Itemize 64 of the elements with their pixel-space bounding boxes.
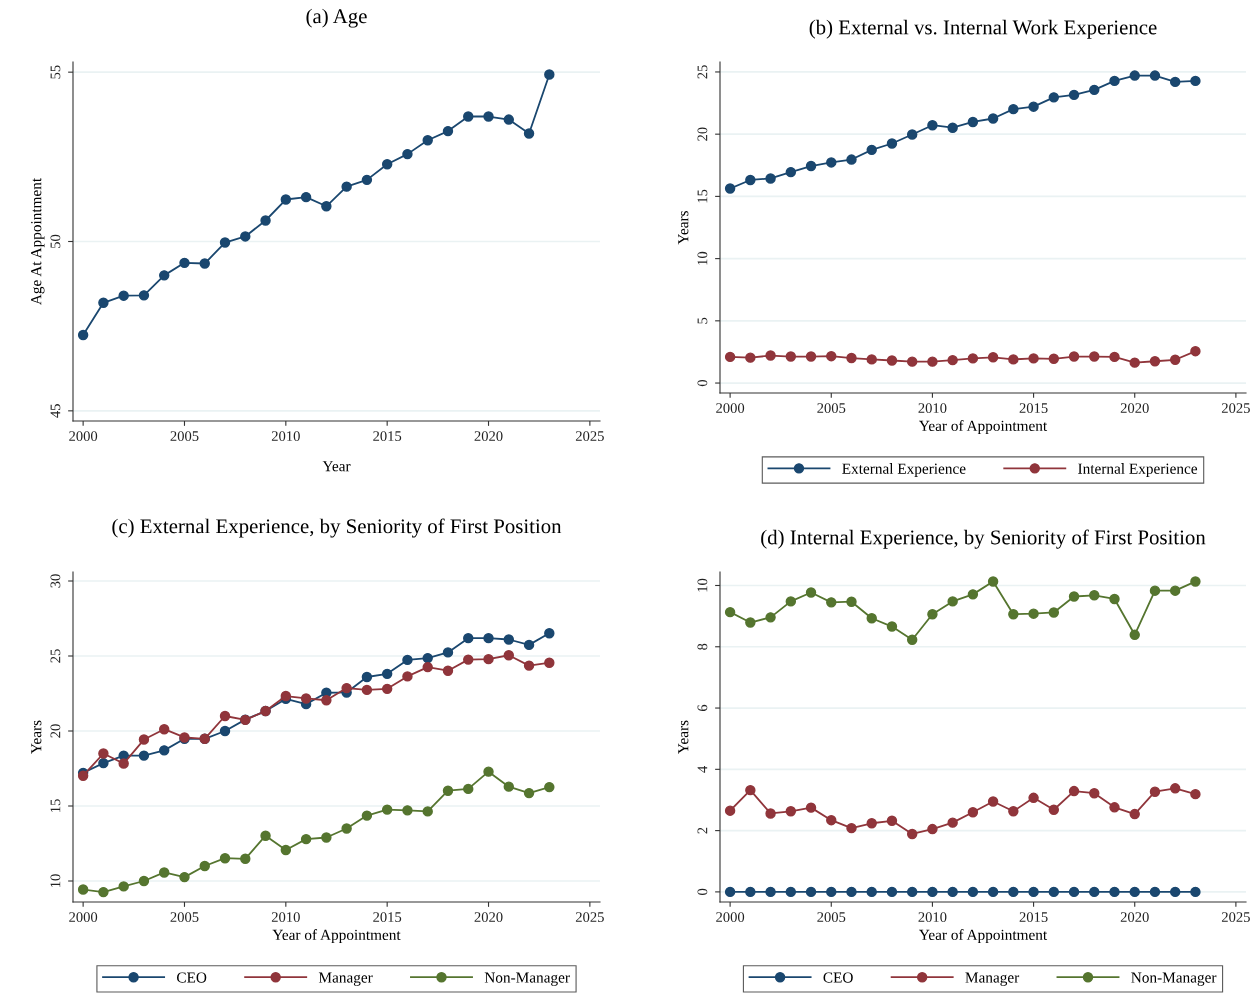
x-tick-label: 2010: [918, 403, 947, 413]
x-axis-title: Year of Appointment: [272, 929, 401, 944]
legend-label: Manager: [318, 972, 373, 986]
x-tick-label: 2020: [1120, 912, 1149, 922]
x-tick-label: 2005: [170, 912, 199, 922]
chart-title: (c) External Experience, by Seniority of First Position: [112, 518, 562, 538]
x-tick-label: 2005: [817, 403, 846, 413]
x-axis-title: Year: [322, 461, 351, 472]
x-axis-title: Year of Appointment: [919, 420, 1048, 435]
y-tick-label: 2: [697, 827, 708, 834]
y-tick-label: 30: [50, 574, 61, 588]
y-tick-label: 4: [697, 765, 708, 773]
legend-label: Non-Manager: [484, 972, 570, 986]
y-tick-label: 15: [50, 799, 61, 813]
y-tick-label: 45: [50, 404, 61, 418]
y-tick-label: 20: [697, 127, 708, 141]
x-tick-label: 2000: [69, 912, 98, 922]
x-tick-label: 2015: [1019, 912, 1048, 922]
x-tick-label: 2005: [817, 912, 846, 922]
y-tick-label: 10: [697, 251, 708, 265]
legend-label: Manager: [965, 972, 1020, 986]
y-tick-label: 25: [697, 65, 708, 79]
x-tick-label: 2010: [271, 912, 300, 922]
y-tick-label: 0: [697, 888, 708, 895]
x-axis-title: Year of Appointment: [919, 929, 1048, 944]
chart-title: (d) Internal Experience, by Seniority of First Position: [761, 529, 1206, 549]
x-tick-label: 2020: [474, 912, 503, 922]
y-axis-title: Age At Appointment: [31, 177, 45, 306]
chart-title: (b) External vs. Internal Work Experience: [809, 19, 1157, 39]
x-tick-label: 2025: [1221, 912, 1250, 922]
legend-label: Internal Experience: [1078, 463, 1198, 477]
y-tick-label: 50: [50, 234, 61, 248]
x-tick-label: 2000: [716, 403, 745, 413]
y-tick-label: 10: [50, 874, 61, 888]
y-tick-label: 25: [50, 649, 61, 663]
y-tick-label: 15: [697, 189, 708, 203]
y-axis-title: Years: [31, 720, 42, 754]
legend-label: CEO: [823, 972, 853, 983]
y-tick-label: 6: [697, 704, 708, 712]
chart-title: (a) Age: [306, 8, 367, 28]
y-tick-label: 10: [697, 578, 708, 592]
legend-label: CEO: [176, 972, 207, 983]
x-tick-label: 2020: [474, 431, 503, 441]
y-tick-label: 20: [50, 724, 61, 738]
x-tick-label: 2015: [373, 431, 402, 441]
x-tick-label: 2015: [373, 912, 402, 922]
y-tick-label: 55: [50, 65, 61, 79]
x-tick-label: 2005: [170, 431, 199, 441]
y-tick-label: 0: [697, 379, 708, 387]
x-tick-label: 2015: [1019, 403, 1048, 413]
x-tick-label: 2025: [1221, 403, 1250, 413]
x-tick-label: 2010: [271, 431, 300, 441]
x-tick-label: 2020: [1120, 403, 1149, 413]
x-tick-label: 2025: [575, 912, 604, 922]
x-tick-label: 2000: [69, 431, 98, 441]
y-tick-label: 8: [697, 643, 708, 650]
y-axis-title: Years: [678, 211, 689, 245]
y-tick-label: 5: [697, 317, 708, 324]
x-tick-label: 2025: [575, 431, 604, 441]
legend-label: External Experience: [842, 463, 966, 477]
x-tick-label: 2010: [918, 912, 947, 922]
y-axis-title: Years: [678, 720, 689, 754]
x-tick-label: 2000: [716, 912, 745, 922]
legend-label: Non-Manager: [1131, 972, 1217, 986]
